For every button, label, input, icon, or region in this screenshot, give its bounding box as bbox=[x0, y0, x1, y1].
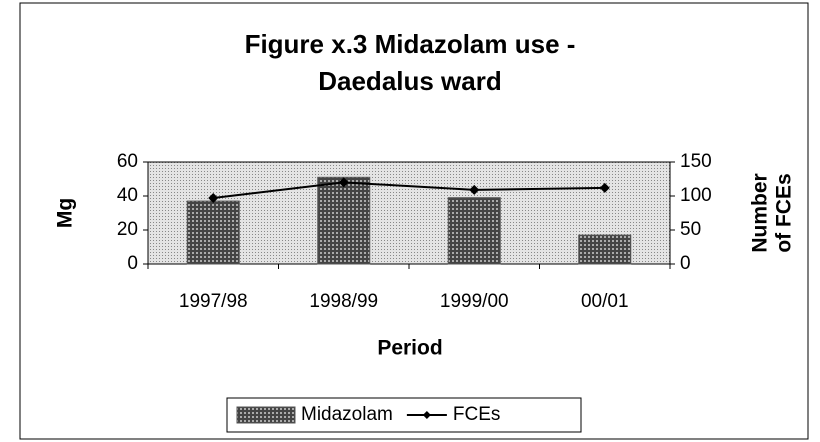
x-tick-label: 1998/99 bbox=[309, 291, 378, 312]
line-marker bbox=[208, 193, 219, 204]
bar bbox=[447, 197, 501, 265]
legend-swatch bbox=[422, 411, 431, 419]
x-axis-label: Period bbox=[377, 337, 442, 360]
y2-tick-label: 100 bbox=[680, 185, 712, 206]
legend-swatch bbox=[236, 406, 296, 424]
y2-tick-label: 150 bbox=[680, 151, 712, 172]
x-tick-label: 1997/98 bbox=[179, 291, 248, 312]
y-tick-label: 0 bbox=[127, 253, 138, 274]
y2-axis-label: Number bbox=[749, 173, 772, 252]
y-tick-label: 40 bbox=[117, 185, 138, 206]
chart-title: Figure x.3 Midazolam use - bbox=[245, 29, 576, 59]
y2-axis-label: of FCEs bbox=[773, 173, 796, 252]
y-tick-label: 60 bbox=[117, 151, 138, 172]
line-marker bbox=[469, 184, 480, 195]
chart-title: Daedalus ward bbox=[318, 66, 502, 96]
line bbox=[213, 181, 605, 200]
line-marker bbox=[599, 182, 610, 193]
y2-tick-label: 50 bbox=[680, 219, 701, 240]
x-tick-label: 1999/00 bbox=[440, 291, 509, 312]
bar bbox=[317, 176, 371, 265]
x-tick-label: 00/01 bbox=[581, 291, 629, 312]
y2-tick-label: 0 bbox=[680, 253, 691, 274]
y-tick-label: 20 bbox=[117, 219, 138, 240]
bar bbox=[186, 200, 240, 265]
legend-label: FCEs bbox=[453, 404, 501, 425]
y-axis-label: Mg bbox=[54, 198, 77, 228]
line-marker bbox=[338, 177, 349, 188]
legend-label: Midazolam bbox=[301, 404, 393, 425]
bar bbox=[578, 234, 632, 265]
